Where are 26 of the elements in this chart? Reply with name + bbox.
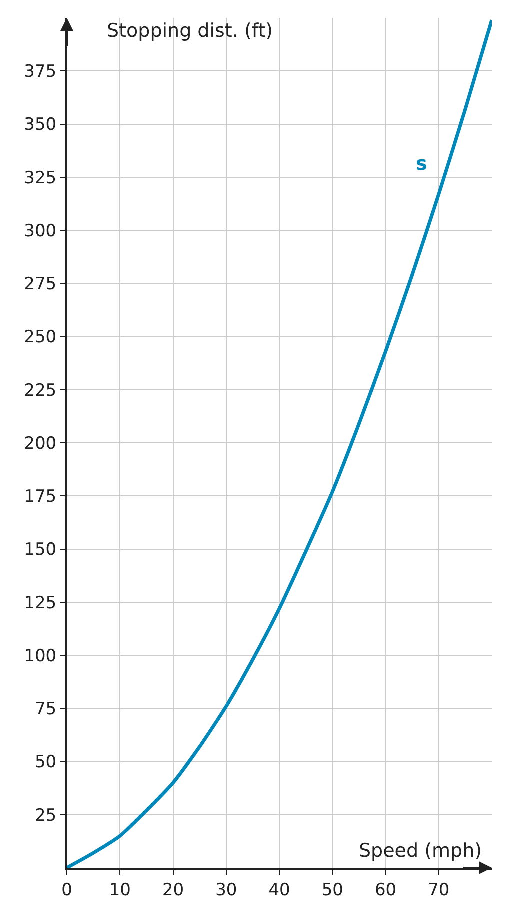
x-tick-label: 70 [428,880,450,900]
y-tick-label: 150 [24,540,57,560]
x-tick-label: 10 [109,880,131,900]
x-tick-label: 0 [62,880,72,900]
x-tick-label: 30 [216,880,238,900]
y-axis-title: Stopping dist. (ft) [107,20,274,42]
y-tick-label: 75 [34,700,57,720]
y-tick-label: 50 [34,752,57,773]
y-tick-label: 100 [24,646,57,666]
x-axis-title: Speed (mph) [359,840,482,862]
y-tick-label: 375 [24,62,57,82]
y-tick-label: 125 [24,593,57,614]
x-tick-label: 50 [322,880,344,900]
y-tick-label: 350 [24,115,57,136]
y-tick-label: 225 [24,380,57,401]
y-tick-label: 200 [24,434,57,454]
series-label: s [416,153,428,175]
y-tick-label: 325 [24,168,57,188]
y-tick-label: 175 [24,487,57,508]
y-tick-label: 250 [24,328,57,348]
x-tick-label: 60 [374,880,397,900]
x-tick-label: 40 [268,880,290,900]
y-tick-label: 25 [34,806,57,826]
y-tick-label: 275 [24,274,57,295]
y-tick-label: 300 [24,221,57,242]
x-tick-label: 20 [162,880,184,900]
